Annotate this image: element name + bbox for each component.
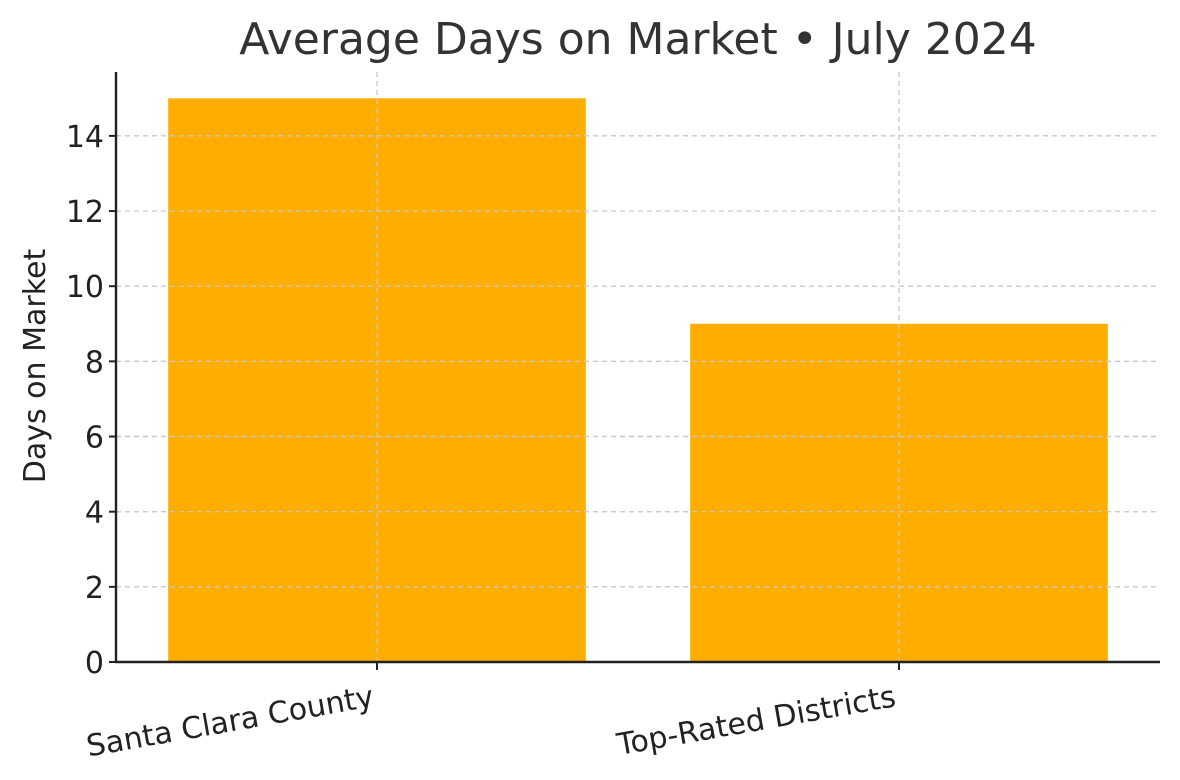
x-tick-label: Santa Clara County [84,679,377,764]
chart-title: Average Days on Market • July 2024 [239,14,1037,65]
y-tick-label: 10 [66,270,104,305]
bar [690,323,1108,662]
y-tick-label: 8 [85,345,104,380]
y-ticks: 0 2 4 6 8 10 12 14 [66,120,116,681]
y-tick-label: 4 [85,496,104,531]
x-ticks: Santa Clara County Top-Rated Districts [84,662,900,764]
x-tick-label: Top-Rated Districts [613,679,898,763]
bars [116,72,1160,663]
y-tick-label: 0 [85,646,104,681]
y-axis-label: Days on Market [18,249,53,484]
y-tick-label: 2 [85,571,104,606]
axes [114,72,1160,664]
y-tick-label: 6 [85,421,104,456]
y-tick-label: 12 [66,195,104,230]
y-tick-label: 14 [66,120,104,155]
